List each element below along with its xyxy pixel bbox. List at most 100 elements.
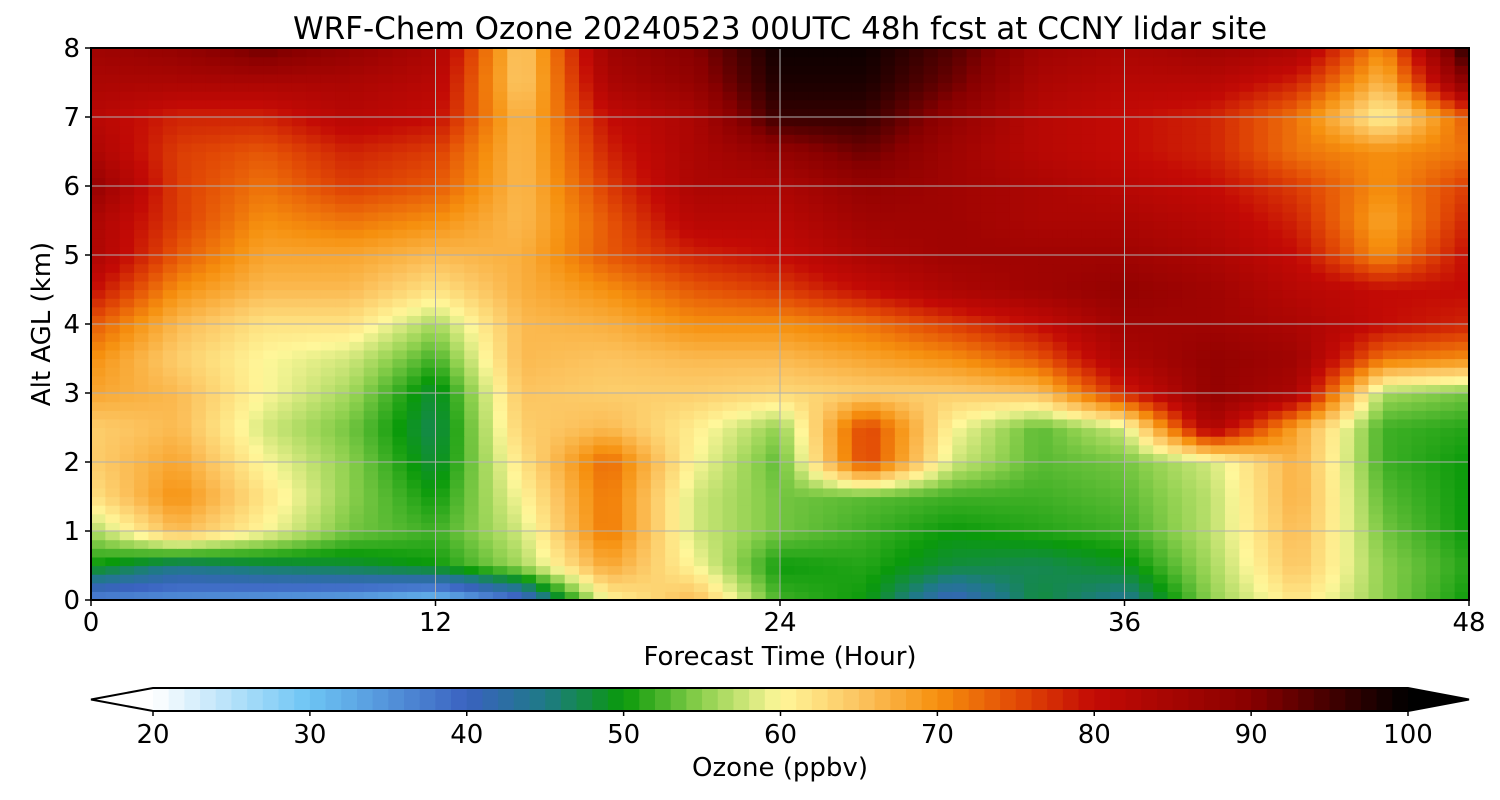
heat-cell [1397, 186, 1413, 196]
heat-cell [1253, 548, 1269, 558]
heat-cell [579, 246, 594, 256]
heat-cell [1382, 341, 1398, 351]
heat-cell [1052, 220, 1068, 230]
heat-cell [1440, 591, 1456, 600]
heat-cell [679, 349, 695, 360]
heat-cell [1382, 436, 1398, 446]
heat-cell [966, 272, 982, 282]
heat-cell [1425, 263, 1441, 273]
heat-cell [1052, 574, 1068, 584]
heat-cell [665, 263, 681, 273]
heat-cell [478, 246, 494, 256]
heat-cell [521, 574, 537, 584]
heat-cell [636, 177, 652, 187]
heat-cell [162, 436, 178, 446]
heat-cell [1253, 168, 1269, 178]
heat-cell [1095, 272, 1111, 282]
heat-cell [995, 565, 1011, 575]
heat-cell [1440, 203, 1456, 213]
heat-cell [909, 151, 925, 161]
heat-cell [406, 229, 422, 239]
heat-cell [134, 349, 150, 360]
heat-cell [866, 444, 882, 454]
heat-cell [794, 470, 810, 480]
heat-cell [449, 332, 465, 342]
heat-cell [148, 556, 164, 567]
heat-cell [966, 186, 982, 196]
heat-cell [248, 531, 264, 541]
heat-cell [650, 384, 666, 394]
heat-cell [980, 548, 996, 558]
heat-cell [306, 280, 322, 291]
heat-cell [449, 306, 465, 316]
heat-cell [478, 289, 494, 299]
heat-cell [1138, 306, 1154, 316]
heat-cell [1311, 341, 1327, 351]
heat-cell [923, 194, 939, 204]
heat-cell [306, 367, 322, 377]
heat-cell [952, 194, 968, 204]
heat-cell [1454, 436, 1469, 446]
heat-cell [277, 574, 293, 584]
heat-cell [665, 358, 681, 368]
heat-cell [722, 280, 738, 291]
heat-cell [1425, 479, 1441, 489]
heat-cell [909, 418, 925, 429]
heat-cell [492, 272, 508, 282]
heat-cell [593, 151, 609, 161]
heat-cell [564, 444, 580, 454]
heat-cell [277, 453, 293, 463]
heat-cell [1138, 487, 1154, 498]
heat-cell [622, 375, 638, 385]
heat-cell [406, 177, 422, 187]
heat-cell [234, 565, 250, 575]
heat-cell [765, 574, 781, 584]
heat-cell [937, 263, 953, 273]
heat-cell [421, 186, 437, 196]
heat-cell [966, 462, 982, 472]
heat-cell [392, 151, 408, 161]
heat-cell [320, 220, 336, 230]
heat-cell [1138, 324, 1154, 334]
heat-cell [306, 341, 322, 351]
heat-cell [378, 177, 394, 187]
heat-cell [679, 186, 695, 196]
heat-cell [449, 531, 465, 541]
heat-cell [1411, 358, 1427, 368]
heat-cell [1311, 151, 1327, 161]
heat-cell [392, 229, 408, 239]
heat-cell [507, 229, 523, 239]
heat-cell [693, 444, 709, 454]
heat-cell [1440, 367, 1456, 377]
heat-cell [1181, 367, 1197, 377]
heat-cell [1440, 548, 1456, 558]
heat-cell [492, 160, 508, 170]
heat-cell [349, 160, 365, 170]
heat-cell [1440, 496, 1456, 506]
heat-cell [1397, 462, 1413, 472]
heat-cell [952, 367, 968, 377]
heat-cell [1268, 203, 1283, 213]
heat-cell [909, 574, 925, 584]
heat-cell [579, 531, 594, 541]
heat-cell [880, 531, 896, 541]
heat-cell [392, 496, 408, 506]
heat-cell [421, 582, 437, 592]
heat-cell [823, 211, 839, 222]
heat-cell [406, 255, 422, 265]
heat-cell [320, 194, 336, 204]
heat-cell [1181, 462, 1197, 472]
heat-cell [1368, 496, 1384, 506]
heat-cell [765, 393, 781, 403]
heat-cell [1411, 177, 1427, 187]
heat-cell [1454, 539, 1469, 549]
heat-cell [478, 513, 494, 523]
heat-cell [1153, 237, 1169, 247]
heat-cell [1411, 315, 1427, 325]
heat-cell [1052, 332, 1068, 342]
heat-cell [91, 160, 106, 170]
heat-cell [866, 306, 882, 316]
heat-cell [1454, 203, 1469, 213]
heat-cell [1153, 462, 1169, 472]
heat-cell [1081, 591, 1097, 600]
